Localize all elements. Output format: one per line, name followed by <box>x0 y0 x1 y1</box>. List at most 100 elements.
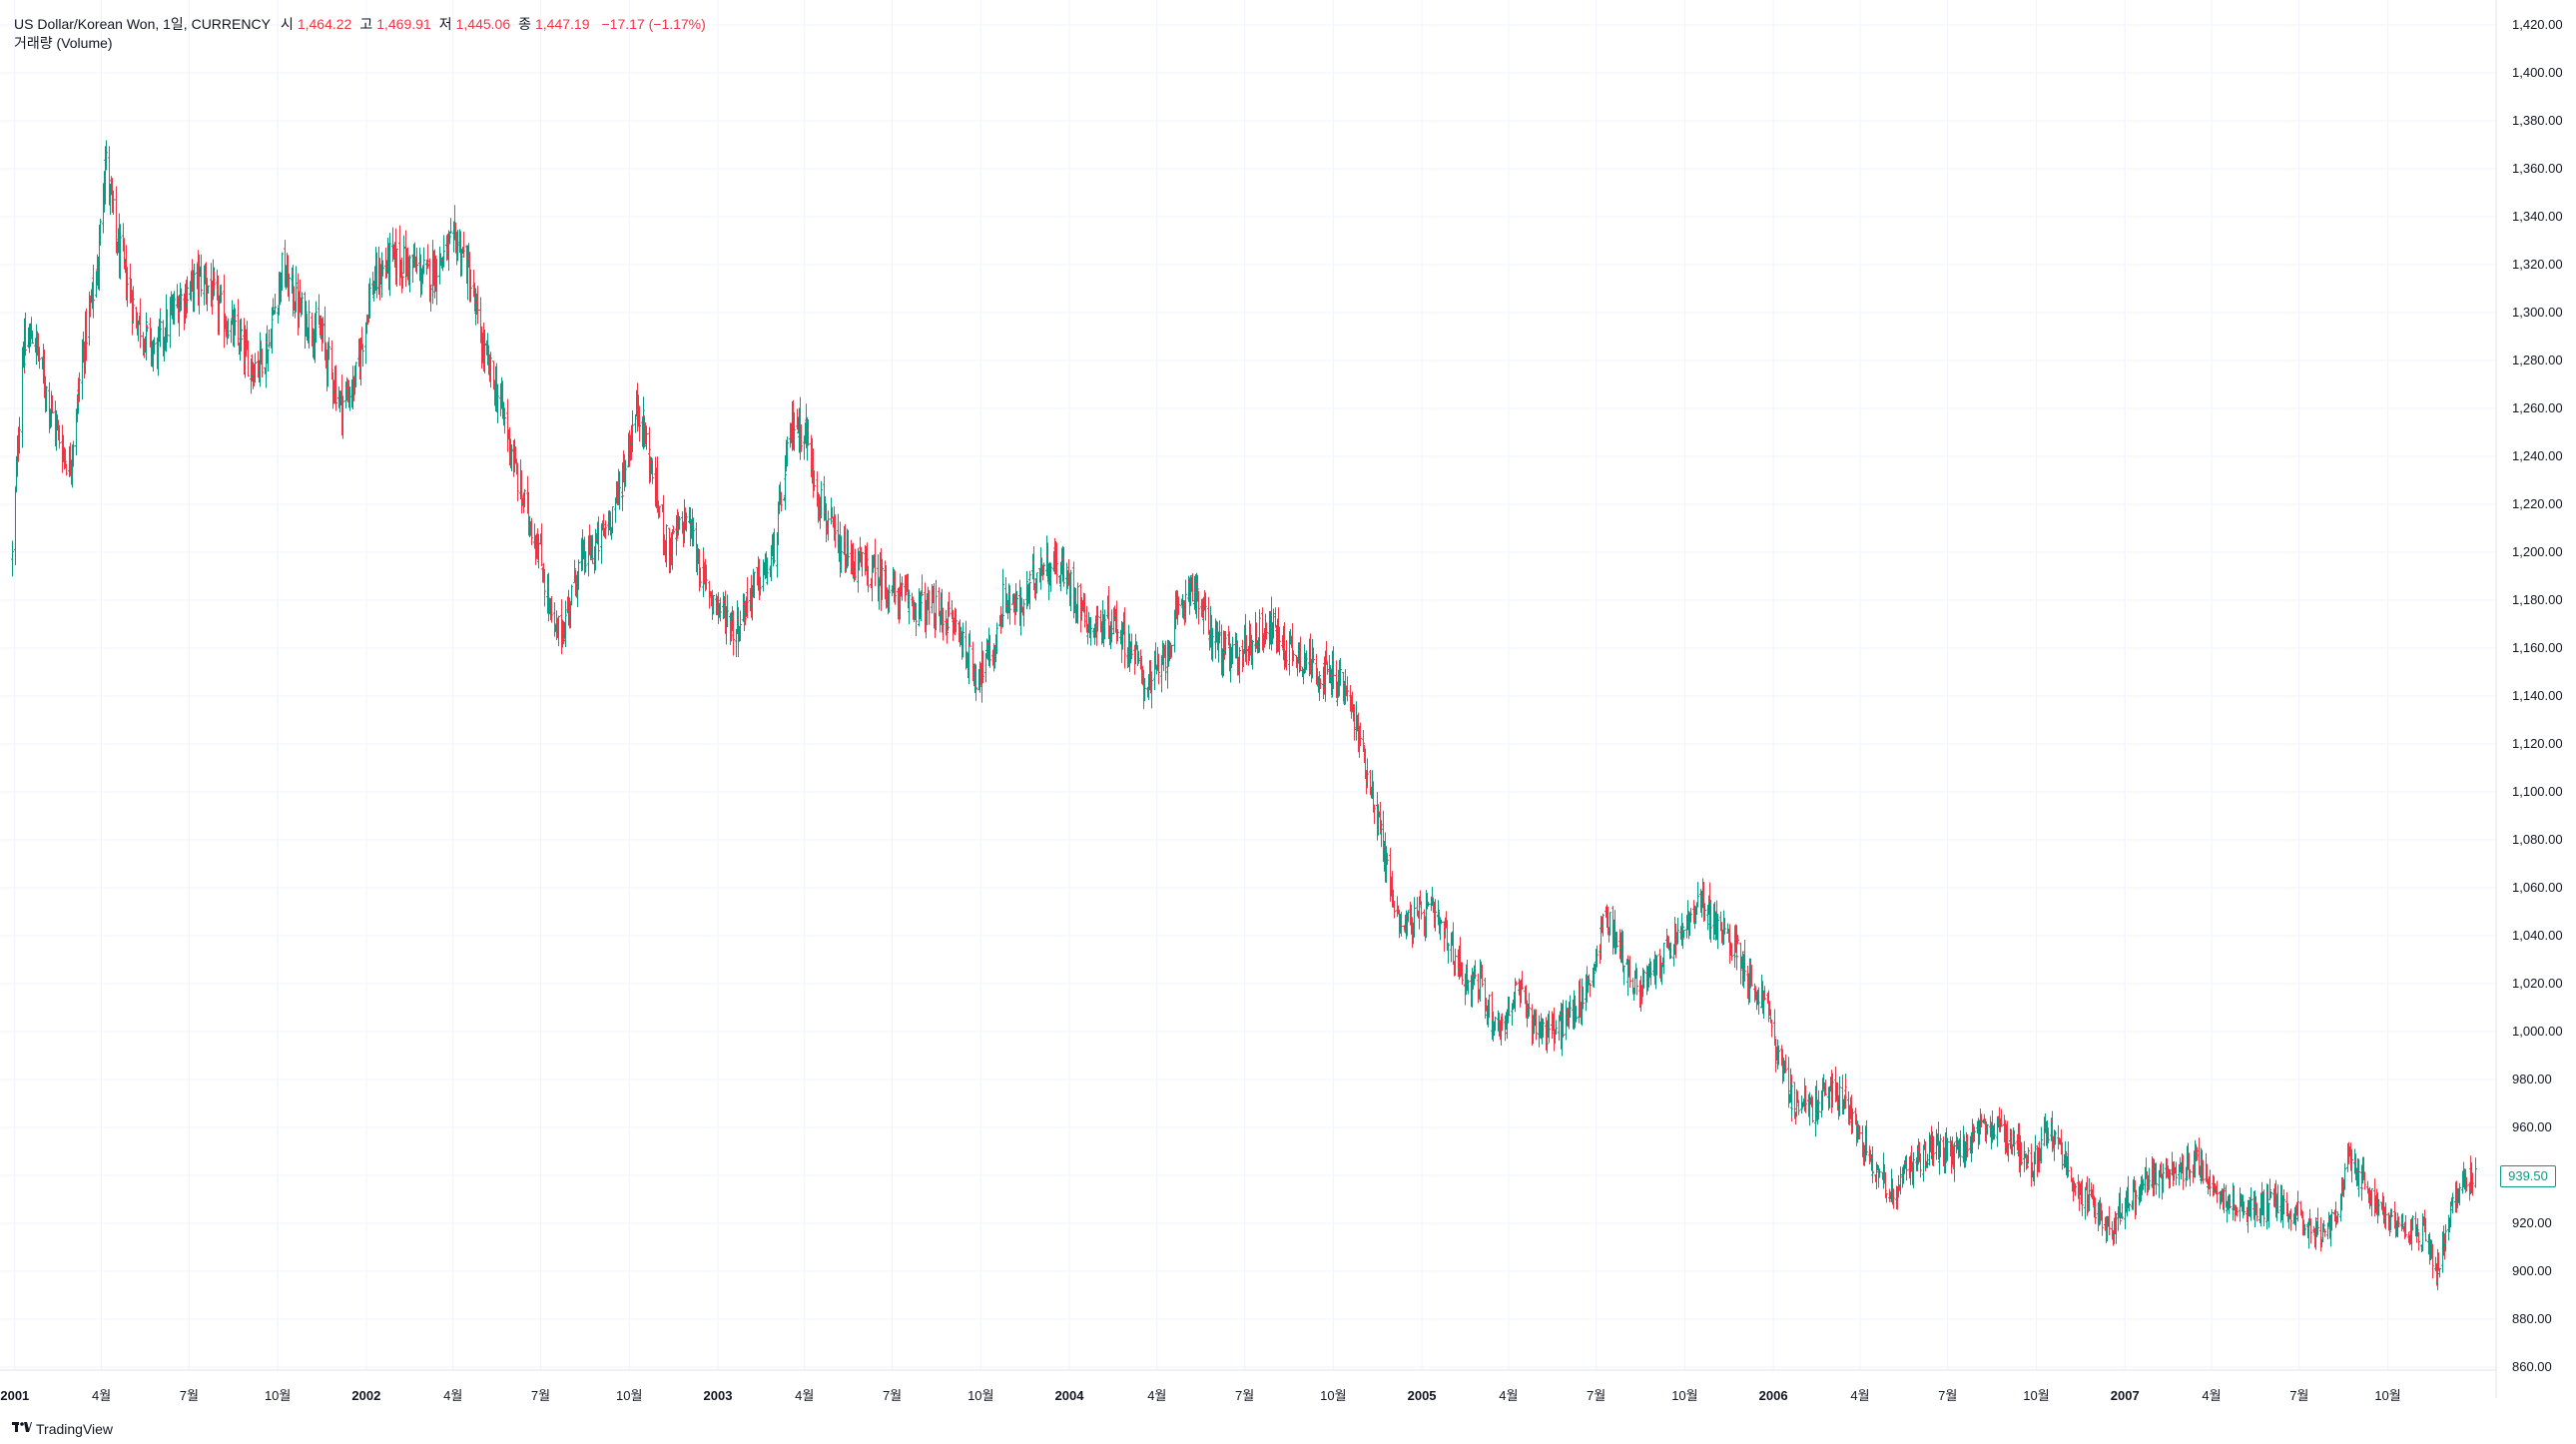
ohlc-bar <box>38 347 41 369</box>
ohlc-bar <box>435 259 438 306</box>
tradingview-branding[interactable]: TradingView <box>12 1420 113 1437</box>
price-tick-label: 1,420.00 <box>2512 17 2563 32</box>
ohlc-bar <box>800 424 803 452</box>
ohlc-bar <box>186 276 189 314</box>
ohlc-bar <box>483 330 486 373</box>
ohlc-bar <box>322 317 324 344</box>
ohlc-bar <box>268 329 271 349</box>
ohlc-bar <box>1922 1144 1925 1182</box>
ohlc-bar <box>1028 570 1031 582</box>
ohlc-bar <box>861 551 864 577</box>
ohlc-bar <box>247 340 250 377</box>
time-tick-label: 7월 <box>1235 1388 1254 1403</box>
ohlc-bar <box>308 300 311 350</box>
ohlc-bar <box>448 233 451 245</box>
ohlc-bar <box>618 471 621 510</box>
price-tick-label: 1,380.00 <box>2512 113 2563 128</box>
ohlc-bar <box>854 548 857 581</box>
ohlc-bar <box>240 318 243 352</box>
price-tick-label: 1,020.00 <box>2512 976 2563 991</box>
ohlc-bar <box>557 615 560 647</box>
ohlc-bar <box>378 258 381 301</box>
ohlc-bar <box>827 510 830 541</box>
ohlc-bar <box>510 444 513 472</box>
ohlc-bar <box>920 593 923 621</box>
ohlc-bar <box>807 418 810 446</box>
price-tick-label: 1,160.00 <box>2512 640 2563 655</box>
ohlc-bar <box>442 235 445 268</box>
symbol-title[interactable]: US Dollar/Korean Won, 1일, CURRENCY <box>14 16 271 32</box>
ohlc-bar <box>651 459 654 484</box>
ohlc-bar <box>105 140 108 171</box>
ohlc-bar <box>193 263 196 313</box>
ohlc-bar <box>126 267 129 308</box>
ohlc-bar <box>24 312 27 357</box>
time-tick-label: 10월 <box>616 1388 642 1403</box>
time-tick-label: 2001 <box>0 1388 29 1403</box>
ohlc-bar <box>665 524 668 568</box>
price-tick-label: 1,240.00 <box>2512 448 2563 463</box>
time-tick-label: 7월 <box>883 1388 902 1403</box>
ohlc-bar <box>279 272 282 306</box>
time-tick-label: 2005 <box>1408 1388 1437 1403</box>
ohlc-bar <box>584 551 587 573</box>
grid-lines <box>0 0 2496 1370</box>
ohlc-bar <box>550 596 553 623</box>
time-tick-label: 2003 <box>704 1388 733 1403</box>
ohlc-bar <box>503 407 506 434</box>
price-tick-label: 1,000.00 <box>2512 1024 2563 1039</box>
ohlc-bar <box>650 456 653 474</box>
ohlc-bar <box>645 425 648 450</box>
ohlc-bar <box>408 255 411 293</box>
ohlc-bar <box>974 684 977 701</box>
ohlc-bar <box>624 459 627 487</box>
ohlc-bar <box>540 523 543 567</box>
time-tick-label: 4월 <box>2202 1388 2221 1403</box>
ohlc-bar <box>213 271 216 291</box>
ohlc-bar <box>288 273 291 302</box>
ohlc-bar <box>301 292 304 316</box>
ohlc-bar <box>597 516 600 561</box>
ohlc-bar <box>220 284 223 304</box>
time-tick-label: 7월 <box>2289 1388 2308 1403</box>
ohlc-bar <box>759 576 762 596</box>
ohlc-bar <box>496 383 499 423</box>
time-tick-label: 7월 <box>180 1388 199 1403</box>
price-tick-label: 1,060.00 <box>2512 880 2563 895</box>
ohlc-bar <box>570 584 573 606</box>
ohlc-bar <box>928 589 931 625</box>
tradingview-brand-text: TradingView <box>36 1420 114 1437</box>
ohlc-bar <box>962 622 965 658</box>
ohlc-bar <box>476 286 479 325</box>
time-tick-label: 10월 <box>265 1388 291 1403</box>
time-tick-label: 10월 <box>1320 1388 1346 1403</box>
price-tick-label: 1,300.00 <box>2512 305 2563 320</box>
ohlc-bar <box>112 190 115 216</box>
price-tick-label: 1,040.00 <box>2512 928 2563 943</box>
ohlc-bar <box>388 233 391 297</box>
ohlc-bar <box>564 600 567 648</box>
chart-legend: US Dollar/Korean Won, 1일, CURRENCY 시 1,46… <box>14 14 706 34</box>
ohlc-bar <box>1207 596 1210 635</box>
ohlc-bar <box>948 591 951 617</box>
price-tick-label: 880.00 <box>2512 1311 2552 1326</box>
ohlc-bar <box>223 274 226 349</box>
ohlc-bar <box>327 337 330 361</box>
ohlc-bar <box>739 610 742 641</box>
ohlc-bar <box>793 411 796 451</box>
time-tick-label: 7월 <box>1587 1388 1606 1403</box>
ohlc-bar <box>786 436 789 467</box>
ohlc-bar <box>261 348 264 378</box>
low-value: 1,445.06 <box>455 16 511 32</box>
ohlc-bar <box>85 308 88 361</box>
ohlc-bar <box>415 247 418 275</box>
ohlc-bar <box>2084 1187 2087 1220</box>
ohlc-bar <box>638 405 641 442</box>
ohlc-bar <box>58 424 61 449</box>
ohlc-bar <box>2474 1157 2477 1188</box>
ohlc-bar <box>31 331 34 345</box>
ohlc-bar <box>365 314 368 335</box>
volume-indicator-label[interactable]: 거래량 (Volume) <box>14 35 113 51</box>
last-price-tag: 939.50 <box>2500 1165 2556 1188</box>
